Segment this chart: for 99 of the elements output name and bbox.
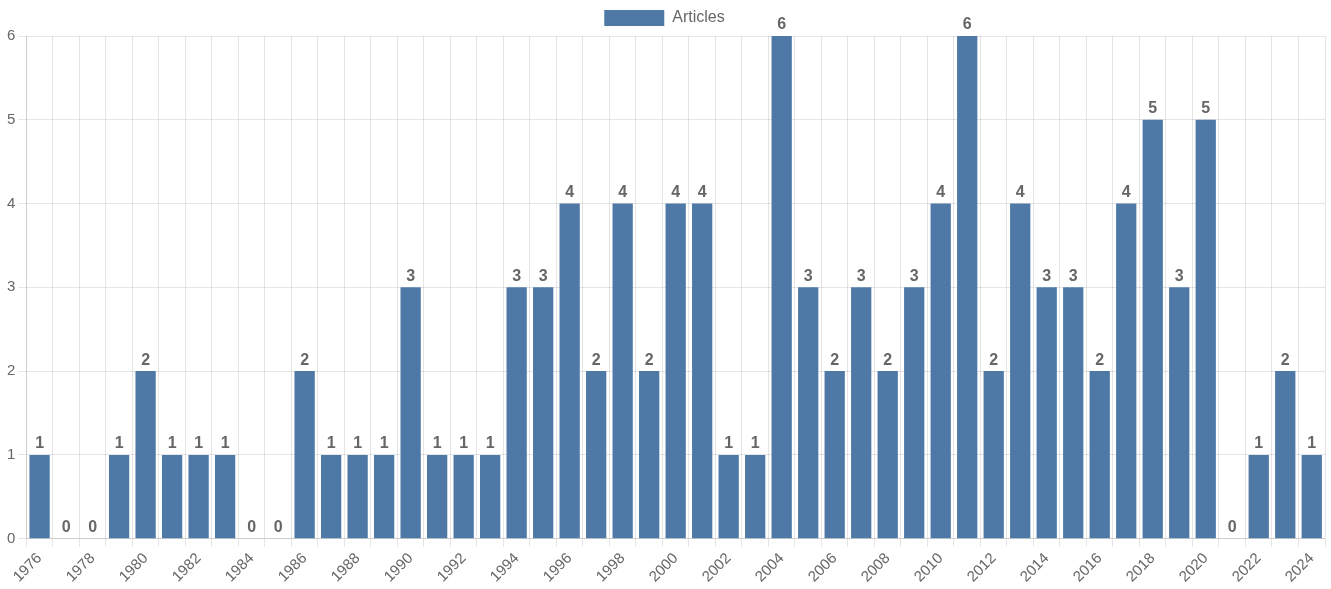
bar	[533, 287, 554, 539]
bar	[214, 454, 236, 539]
data-label: 3	[856, 266, 866, 284]
bar	[1301, 454, 1322, 539]
data-label: 0	[1227, 518, 1237, 536]
bar	[1169, 287, 1190, 539]
bar	[1010, 203, 1031, 539]
data-label: 1	[432, 434, 442, 452]
data-label: 4	[1015, 182, 1025, 200]
data-label: 4	[936, 182, 946, 200]
data-label: 1	[220, 434, 230, 452]
data-label: 2	[1095, 350, 1105, 368]
y-tick-label: 3	[7, 277, 16, 295]
data-label: 4	[618, 182, 628, 200]
data-label: 2	[141, 350, 151, 368]
bar	[320, 454, 342, 539]
data-label: 0	[88, 518, 98, 536]
data-label: 0	[61, 518, 71, 536]
bar	[798, 287, 819, 539]
bar	[1036, 287, 1057, 539]
bar	[586, 371, 607, 539]
data-label: 3	[512, 266, 522, 284]
bar	[665, 203, 686, 539]
bar	[612, 203, 633, 539]
bar	[400, 287, 421, 539]
bar	[188, 454, 209, 539]
bar	[1063, 287, 1084, 539]
bar	[108, 454, 130, 539]
bar	[1116, 203, 1137, 539]
bar	[29, 454, 50, 539]
bar	[374, 454, 395, 539]
bar	[427, 454, 448, 539]
data-label: 6	[962, 15, 972, 33]
data-label: 3	[1068, 266, 1078, 284]
y-tick-label: 0	[7, 528, 16, 546]
data-label: 1	[750, 434, 760, 452]
data-label: 1	[1254, 434, 1264, 452]
data-label: 1	[1307, 434, 1317, 452]
bar	[983, 371, 1004, 539]
bar	[1195, 119, 1216, 539]
bar	[824, 371, 845, 539]
data-label: 1	[326, 434, 336, 452]
bar	[347, 454, 368, 539]
data-label: 1	[353, 434, 363, 452]
data-label: 3	[538, 266, 548, 284]
bar	[930, 203, 951, 539]
data-label: 1	[459, 434, 469, 452]
data-label: 4	[565, 182, 575, 200]
data-label: 2	[989, 350, 999, 368]
bar	[1275, 371, 1296, 539]
bar	[692, 203, 713, 539]
data-label: 1	[485, 434, 495, 452]
data-label: 4	[697, 182, 707, 200]
data-label: 1	[724, 434, 734, 452]
data-label: 1	[167, 434, 177, 452]
data-label: 3	[803, 266, 813, 284]
y-tick-label: 2	[7, 361, 16, 379]
data-label: 0	[247, 518, 257, 536]
y-tick-label: 6	[7, 26, 16, 44]
bar	[718, 454, 739, 539]
data-label: 3	[909, 266, 919, 284]
data-label: 4	[1121, 182, 1131, 200]
data-label: 2	[883, 350, 893, 368]
data-label: 2	[1280, 350, 1290, 368]
bar	[1089, 371, 1110, 539]
y-tick-label: 1	[7, 445, 16, 463]
data-label: 3	[1174, 266, 1184, 284]
data-label: 2	[830, 350, 840, 368]
bar	[1142, 119, 1163, 539]
data-label: 3	[406, 266, 416, 284]
bar	[904, 287, 925, 539]
bar	[745, 454, 766, 539]
data-label: 6	[777, 15, 787, 33]
bar	[161, 454, 183, 539]
data-label: 2	[591, 350, 601, 368]
y-tick-label: 4	[7, 193, 16, 211]
bar	[1248, 454, 1269, 539]
bar	[639, 371, 660, 539]
data-label: 0	[273, 518, 283, 536]
bar	[851, 287, 872, 539]
data-label: 3	[1042, 266, 1052, 284]
data-label: 2	[300, 350, 310, 368]
legend-label: Articles	[672, 8, 725, 26]
bar	[480, 454, 501, 539]
data-label: 1	[35, 434, 45, 452]
data-label: 1	[114, 434, 124, 452]
bar	[877, 371, 898, 539]
bar	[559, 203, 580, 539]
data-label: 2	[644, 350, 654, 368]
bar	[294, 371, 315, 539]
bar	[506, 287, 527, 539]
bar	[453, 454, 474, 539]
data-label: 1	[379, 434, 389, 452]
data-label: 5	[1201, 99, 1211, 117]
bar	[135, 371, 156, 539]
data-label: 1	[194, 434, 204, 452]
y-tick-label: 5	[7, 109, 16, 127]
data-label: 4	[671, 182, 681, 200]
data-label: 5	[1148, 99, 1158, 117]
